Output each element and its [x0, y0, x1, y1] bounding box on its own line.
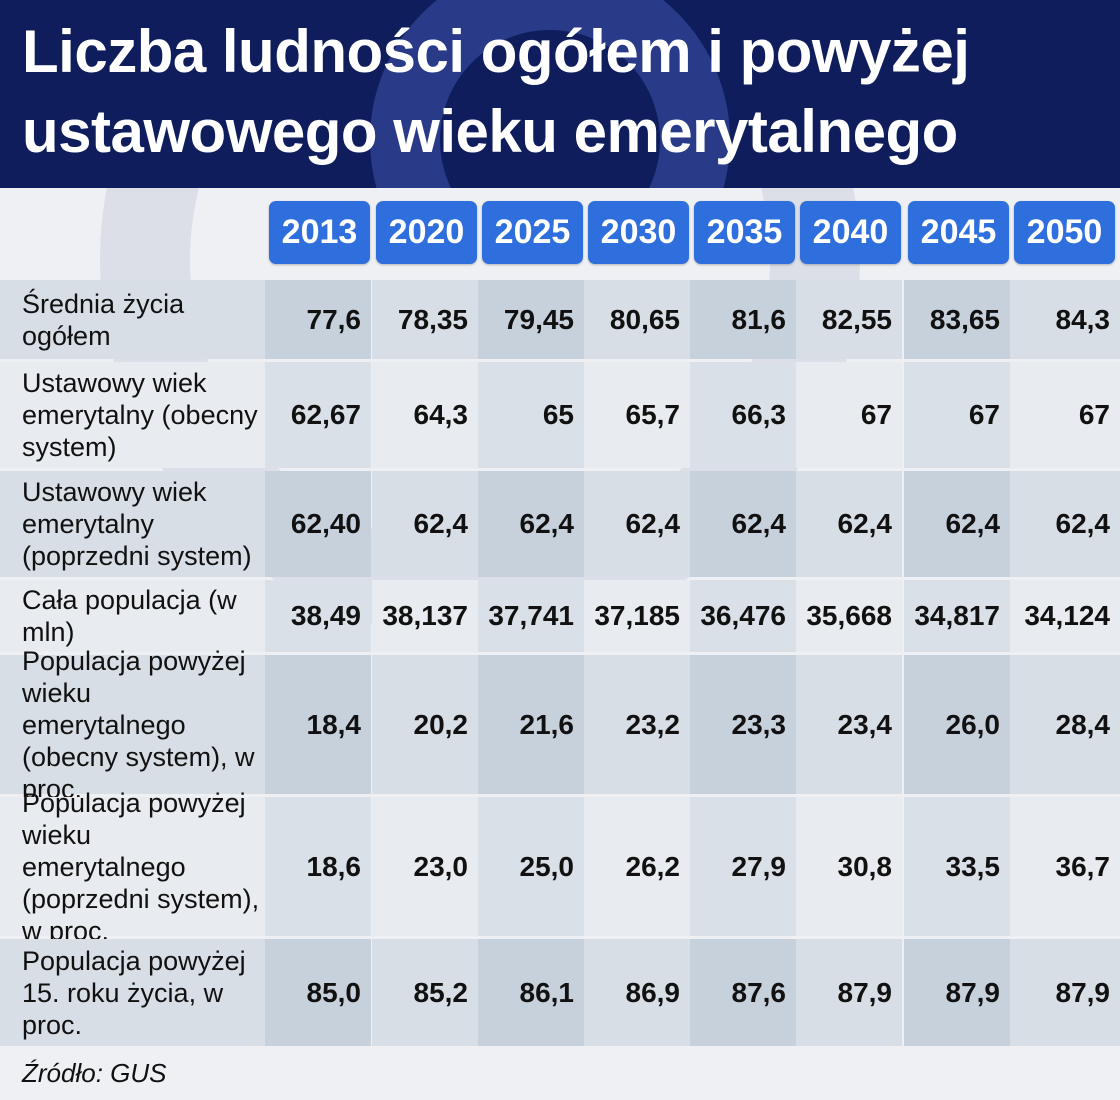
table-cell-2030: 80,65: [584, 280, 690, 359]
table-cell-2020: 85,2: [372, 939, 478, 1046]
table-cell-2020: 64,3: [372, 362, 478, 468]
table-cell-2030: 86,9: [584, 939, 690, 1046]
table-cell-2045: 62,4: [904, 471, 1010, 577]
table-cell-2020: 62,4: [372, 471, 478, 577]
table-cell-2013: 62,67: [265, 362, 371, 468]
table-cell-2045: 34,817: [904, 580, 1010, 652]
source-note: Źródło: GUS: [22, 1058, 167, 1088]
table-cell-2035: 36,476: [690, 580, 796, 652]
row-label-cell: Cała populacja (w mln): [0, 580, 265, 652]
table-cell-2040: 62,4: [796, 471, 902, 577]
table-row: Średnia życia ogółem 77,6 78,35 79,45 80,65 8…: [0, 280, 1120, 359]
year-header-row: 2013 2020 2025 2030 2035 2040 2045 2050: [0, 188, 1120, 280]
table-cell-2040: 23,4: [796, 655, 902, 794]
table-cell-2030: 62,4: [584, 471, 690, 577]
table-cell-2020: 38,137: [372, 580, 478, 652]
row-label: Średnia życia ogółem: [22, 288, 185, 351]
row-label: Cała populacja (w mln): [22, 585, 237, 647]
table-cell-2025: 65: [478, 362, 584, 468]
table-cell-2025: 25,0: [478, 797, 584, 936]
table-cell-2025: 21,6: [478, 655, 584, 794]
table-cell-2050: 62,4: [1010, 471, 1120, 577]
table-cell-2025: 62,4: [478, 471, 584, 577]
table-cell-2020: 20,2: [372, 655, 478, 794]
year-header-2020: 2020: [376, 201, 477, 264]
row-label-cell: Ustawowy wiek emerytalny (obecny system): [0, 362, 265, 468]
table-cell-2020: 78,35: [372, 280, 478, 359]
table-cell-2040: 87,9: [796, 939, 902, 1046]
row-label-cell: Populacja powyżej wieku emerytalnego (po…: [0, 788, 265, 946]
table-cell-2035: 66,3: [690, 362, 796, 468]
table-cell-2030: 37,185: [584, 580, 690, 652]
table-cell-2035: 62,4: [690, 471, 796, 577]
table-cell-2040: 82,55: [796, 280, 902, 359]
row-label: Populacja powyżej 15. roku życia, w proc…: [22, 945, 246, 1040]
year-header-2035: 2035: [694, 201, 795, 264]
year-header-2040: 2040: [800, 201, 901, 264]
chart-title: Liczba ludności ogółem i powyżej ustawow…: [22, 12, 1112, 172]
year-header-2030: 2030: [588, 201, 689, 264]
table-cell-2035: 81,6: [690, 280, 796, 359]
table-cell-2035: 23,3: [690, 655, 796, 794]
table-row: Cała populacja (w mln) 38,49 38,137 37,741 3…: [0, 580, 1120, 652]
table-cell-2035: 27,9: [690, 797, 796, 936]
table-cell-2050: 36,7: [1010, 797, 1120, 936]
table-cell-2013: 85,0: [265, 939, 371, 1046]
year-header-2013: 2013: [269, 201, 370, 264]
title-line-1: Liczba ludności ogółem i powyżej: [22, 18, 970, 85]
row-label: Populacja powyżej wieku emerytalnego (po…: [22, 787, 260, 946]
table-cell-2020: 23,0: [372, 797, 478, 936]
table-cell-2030: 23,2: [584, 655, 690, 794]
table-cell-2013: 77,6: [265, 280, 371, 359]
table-cell-2025: 37,741: [478, 580, 584, 652]
table-cell-2013: 18,6: [265, 797, 371, 936]
title-line-2: ustawowego wieku emerytalnego: [22, 98, 958, 165]
table-row: Populacja powyżej 15. roku życia, w proc…: [0, 939, 1120, 1046]
table-cell-2045: 67: [904, 362, 1010, 468]
table-cell-2045: 26,0: [904, 655, 1010, 794]
row-label-cell: Średnia życia ogółem: [0, 280, 265, 359]
table-cell-2040: 35,668: [796, 580, 902, 652]
row-label: Ustawowy wiek emerytalny (poprzedni syst…: [22, 477, 252, 571]
table-cell-2045: 33,5: [904, 797, 1010, 936]
row-label-cell: Ustawowy wiek emerytalny (poprzedni syst…: [0, 471, 265, 577]
table-cell-2050: 34,124: [1010, 580, 1120, 652]
table-cell-2050: 87,9: [1010, 939, 1120, 1046]
year-header-2025: 2025: [482, 201, 583, 264]
year-header-2045: 2045: [908, 201, 1009, 264]
table-cell-2035: 87,6: [690, 939, 796, 1046]
table-row: Ustawowy wiek emerytalny (obecny system)…: [0, 362, 1120, 468]
table-cell-2045: 83,65: [904, 280, 1010, 359]
table-cell-2040: 67: [796, 362, 902, 468]
table-cell-2040: 30,8: [796, 797, 902, 936]
table-row: Populacja powyżej wieku emerytalnego (ob…: [0, 646, 1120, 804]
table-cell-2030: 65,7: [584, 362, 690, 468]
table-cell-2025: 79,45: [478, 280, 584, 359]
year-header-2050: 2050: [1014, 201, 1115, 264]
table-row: Populacja powyżej wieku emerytalnego (po…: [0, 788, 1120, 946]
table-cell-2025: 86,1: [478, 939, 584, 1046]
title-banner: Liczba ludności ogółem i powyżej ustawow…: [0, 0, 1120, 188]
table-cell-2013: 62,40: [265, 471, 371, 577]
table-cell-2050: 28,4: [1010, 655, 1120, 794]
table-row: Ustawowy wiek emerytalny (poprzedni syst…: [0, 471, 1120, 577]
row-label-cell: Populacja powyżej 15. roku życia, w proc…: [0, 939, 265, 1046]
row-label: Ustawowy wiek emerytalny (obecny system): [22, 368, 258, 462]
row-label-cell: Populacja powyżej wieku emerytalnego (ob…: [0, 646, 265, 804]
table-cell-2013: 38,49: [265, 580, 371, 652]
row-label: Populacja powyżej wieku emerytalnego (ob…: [22, 645, 255, 804]
table-cell-2050: 67: [1010, 362, 1120, 468]
table-cell-2050: 84,3: [1010, 280, 1120, 359]
table-cell-2045: 87,9: [904, 939, 1010, 1046]
table-cell-2013: 18,4: [265, 655, 371, 794]
table-cell-2030: 26,2: [584, 797, 690, 936]
